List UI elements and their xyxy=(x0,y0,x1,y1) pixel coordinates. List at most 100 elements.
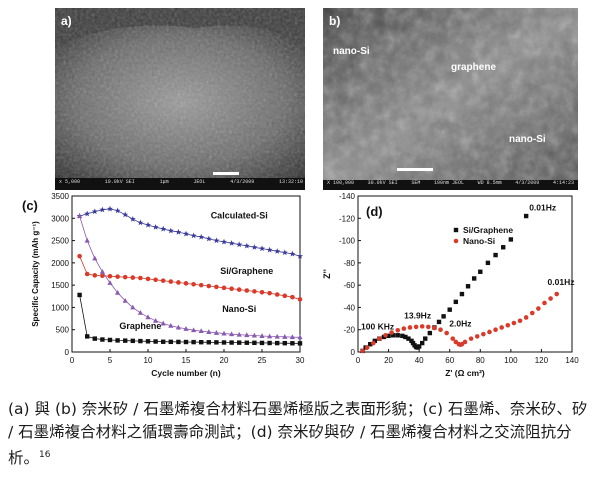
data-point-si/graphene xyxy=(130,275,136,280)
data-point-nano-si xyxy=(401,326,407,331)
y-tick-label-d: -120 xyxy=(339,214,356,223)
data-point-graphene xyxy=(92,336,97,341)
y-tick-label-c: 3500 xyxy=(51,192,69,201)
data-point-si/graphene xyxy=(386,333,391,339)
data-point-si/graphene xyxy=(409,338,414,344)
data-point-nano-si xyxy=(450,336,456,341)
data-point-calculated-si xyxy=(183,230,189,237)
data-point-graphene xyxy=(123,338,128,343)
x-tick-label-d: 120 xyxy=(535,356,549,365)
data-point-si/graphene xyxy=(100,273,105,279)
sem-footer-a: x 5,000 10.0kV SEI 1μm JEOL 4/3/2009 13:… xyxy=(59,179,303,185)
series-label-graphene: Graphene xyxy=(119,321,161,331)
data-point-calculated-si xyxy=(160,225,167,232)
sem-image-a: a) x 5,000 10.0kV SEI 1μm JEOL 4/3/2009 … xyxy=(55,8,305,190)
data-point-nano-si xyxy=(236,331,242,337)
data-point-si/graphene xyxy=(447,307,452,312)
data-point-calculated-si xyxy=(122,211,129,218)
data-point-calculated-si xyxy=(198,233,205,240)
data-point-si/graphene xyxy=(252,289,257,294)
data-point-nano-si xyxy=(206,329,212,334)
data-point-nano-si xyxy=(297,334,303,340)
data-point-nano-si xyxy=(213,330,219,335)
data-point-calculated-si xyxy=(289,250,296,257)
x-tick-label-d: 0 xyxy=(356,356,361,365)
data-point-calculated-si xyxy=(228,240,235,246)
x-tick-label-c: 0 xyxy=(70,356,75,365)
data-point-si/graphene xyxy=(290,294,295,300)
data-point-nano-si xyxy=(168,322,174,328)
series-label-si/graphene: Si/Graphene xyxy=(220,266,273,276)
data-point-graphene xyxy=(100,337,105,342)
data-point-si/graphene xyxy=(259,289,265,295)
legend-label-si/graphene: Si/Graphene xyxy=(463,225,513,235)
data-point-nano-si xyxy=(289,334,295,340)
data-point-nano-si xyxy=(137,309,143,315)
data-point-nano-si xyxy=(377,336,382,341)
data-point-nano-si xyxy=(274,333,280,339)
sem-image-b: b) nano-Si graphene nano-Si X 100,000 30… xyxy=(323,8,578,190)
data-point-nano-si xyxy=(548,296,553,301)
data-point-graphene xyxy=(176,339,181,345)
data-point-graphene xyxy=(145,339,151,344)
data-point-nano-si xyxy=(444,330,449,336)
data-point-si/graphene xyxy=(423,336,428,341)
data-point-si/graphene xyxy=(274,292,280,297)
figure-caption: (a) 與 (b) 奈米矽 / 石墨烯複合材料石墨烯極版之表面形貌；(c) 石墨… xyxy=(8,398,593,470)
y-tick-label-d: -40 xyxy=(343,303,355,312)
data-point-nano-si xyxy=(251,332,257,338)
data-point-si/graphene xyxy=(508,237,514,242)
panel-label-a: a) xyxy=(61,14,72,28)
data-point-nano-si xyxy=(432,325,437,331)
data-point-calculated-si xyxy=(91,208,98,215)
data-point-graphene xyxy=(221,340,227,345)
data-point-graphene xyxy=(85,334,90,339)
series-label-nano-si: Nano-Si xyxy=(222,304,256,314)
data-point-nano-si xyxy=(493,327,498,333)
data-point-calculated-si xyxy=(167,227,174,234)
data-point-si/graphene xyxy=(427,330,433,336)
footer-scale-a: 1μm xyxy=(159,179,169,185)
data-point-calculated-si xyxy=(129,216,136,222)
data-point-si/graphene xyxy=(372,338,378,344)
data-point-calculated-si xyxy=(84,210,91,217)
y-tick-label-c: 2000 xyxy=(51,259,69,268)
data-point-si/graphene xyxy=(176,280,181,285)
data-point-nano-si xyxy=(92,255,98,261)
data-point-nano-si xyxy=(474,334,480,339)
data-point-graphene xyxy=(259,340,265,346)
data-point-si/graphene xyxy=(400,333,405,339)
data-point-si/graphene xyxy=(420,340,425,346)
data-point-si/graphene xyxy=(436,319,442,325)
data-point-si/graphene xyxy=(403,334,408,340)
x-axis-label-c: Cycle number (n) xyxy=(151,368,221,378)
data-point-si/graphene xyxy=(395,333,400,338)
data-point-nano-si xyxy=(84,237,90,243)
sem-footer-b: X 100,000 30.0kV SEI SEM 100nm JEOL WD 8… xyxy=(327,180,574,186)
data-point-si/graphene xyxy=(168,279,174,284)
data-point-graphene xyxy=(138,338,143,344)
data-point-nano-si xyxy=(191,327,197,333)
y-tick-label-c: 1500 xyxy=(51,281,69,290)
x-tick-label-c: 10 xyxy=(144,356,153,365)
data-point-graphene xyxy=(168,339,173,345)
data-point-calculated-si xyxy=(213,237,220,244)
footer-mag-a: x 5,000 xyxy=(59,179,81,185)
x-tick-label-c: 15 xyxy=(182,356,191,365)
y-axis-label-c: Specific Capacity (mAh g⁻¹) xyxy=(31,221,40,327)
data-point-graphene xyxy=(214,340,219,345)
data-point-nano-si xyxy=(511,320,517,326)
footer-time-b: 4:14:23 xyxy=(552,180,574,186)
data-point-calculated-si xyxy=(251,244,258,250)
y-tick-label-d: -20 xyxy=(343,326,355,335)
scale-bar-a xyxy=(213,172,239,175)
data-point-nano-si xyxy=(229,331,235,337)
data-point-si/graphene xyxy=(229,286,234,292)
data-point-nano-si xyxy=(115,289,121,295)
data-point-nano-si xyxy=(383,332,388,338)
data-point-graphene xyxy=(199,339,204,345)
data-point-nano-si xyxy=(438,327,443,333)
x-axis-label-d: Z' (Ω cm²) xyxy=(445,368,485,378)
x-tick-label-d: 40 xyxy=(415,356,424,365)
data-point-graphene xyxy=(206,340,211,345)
